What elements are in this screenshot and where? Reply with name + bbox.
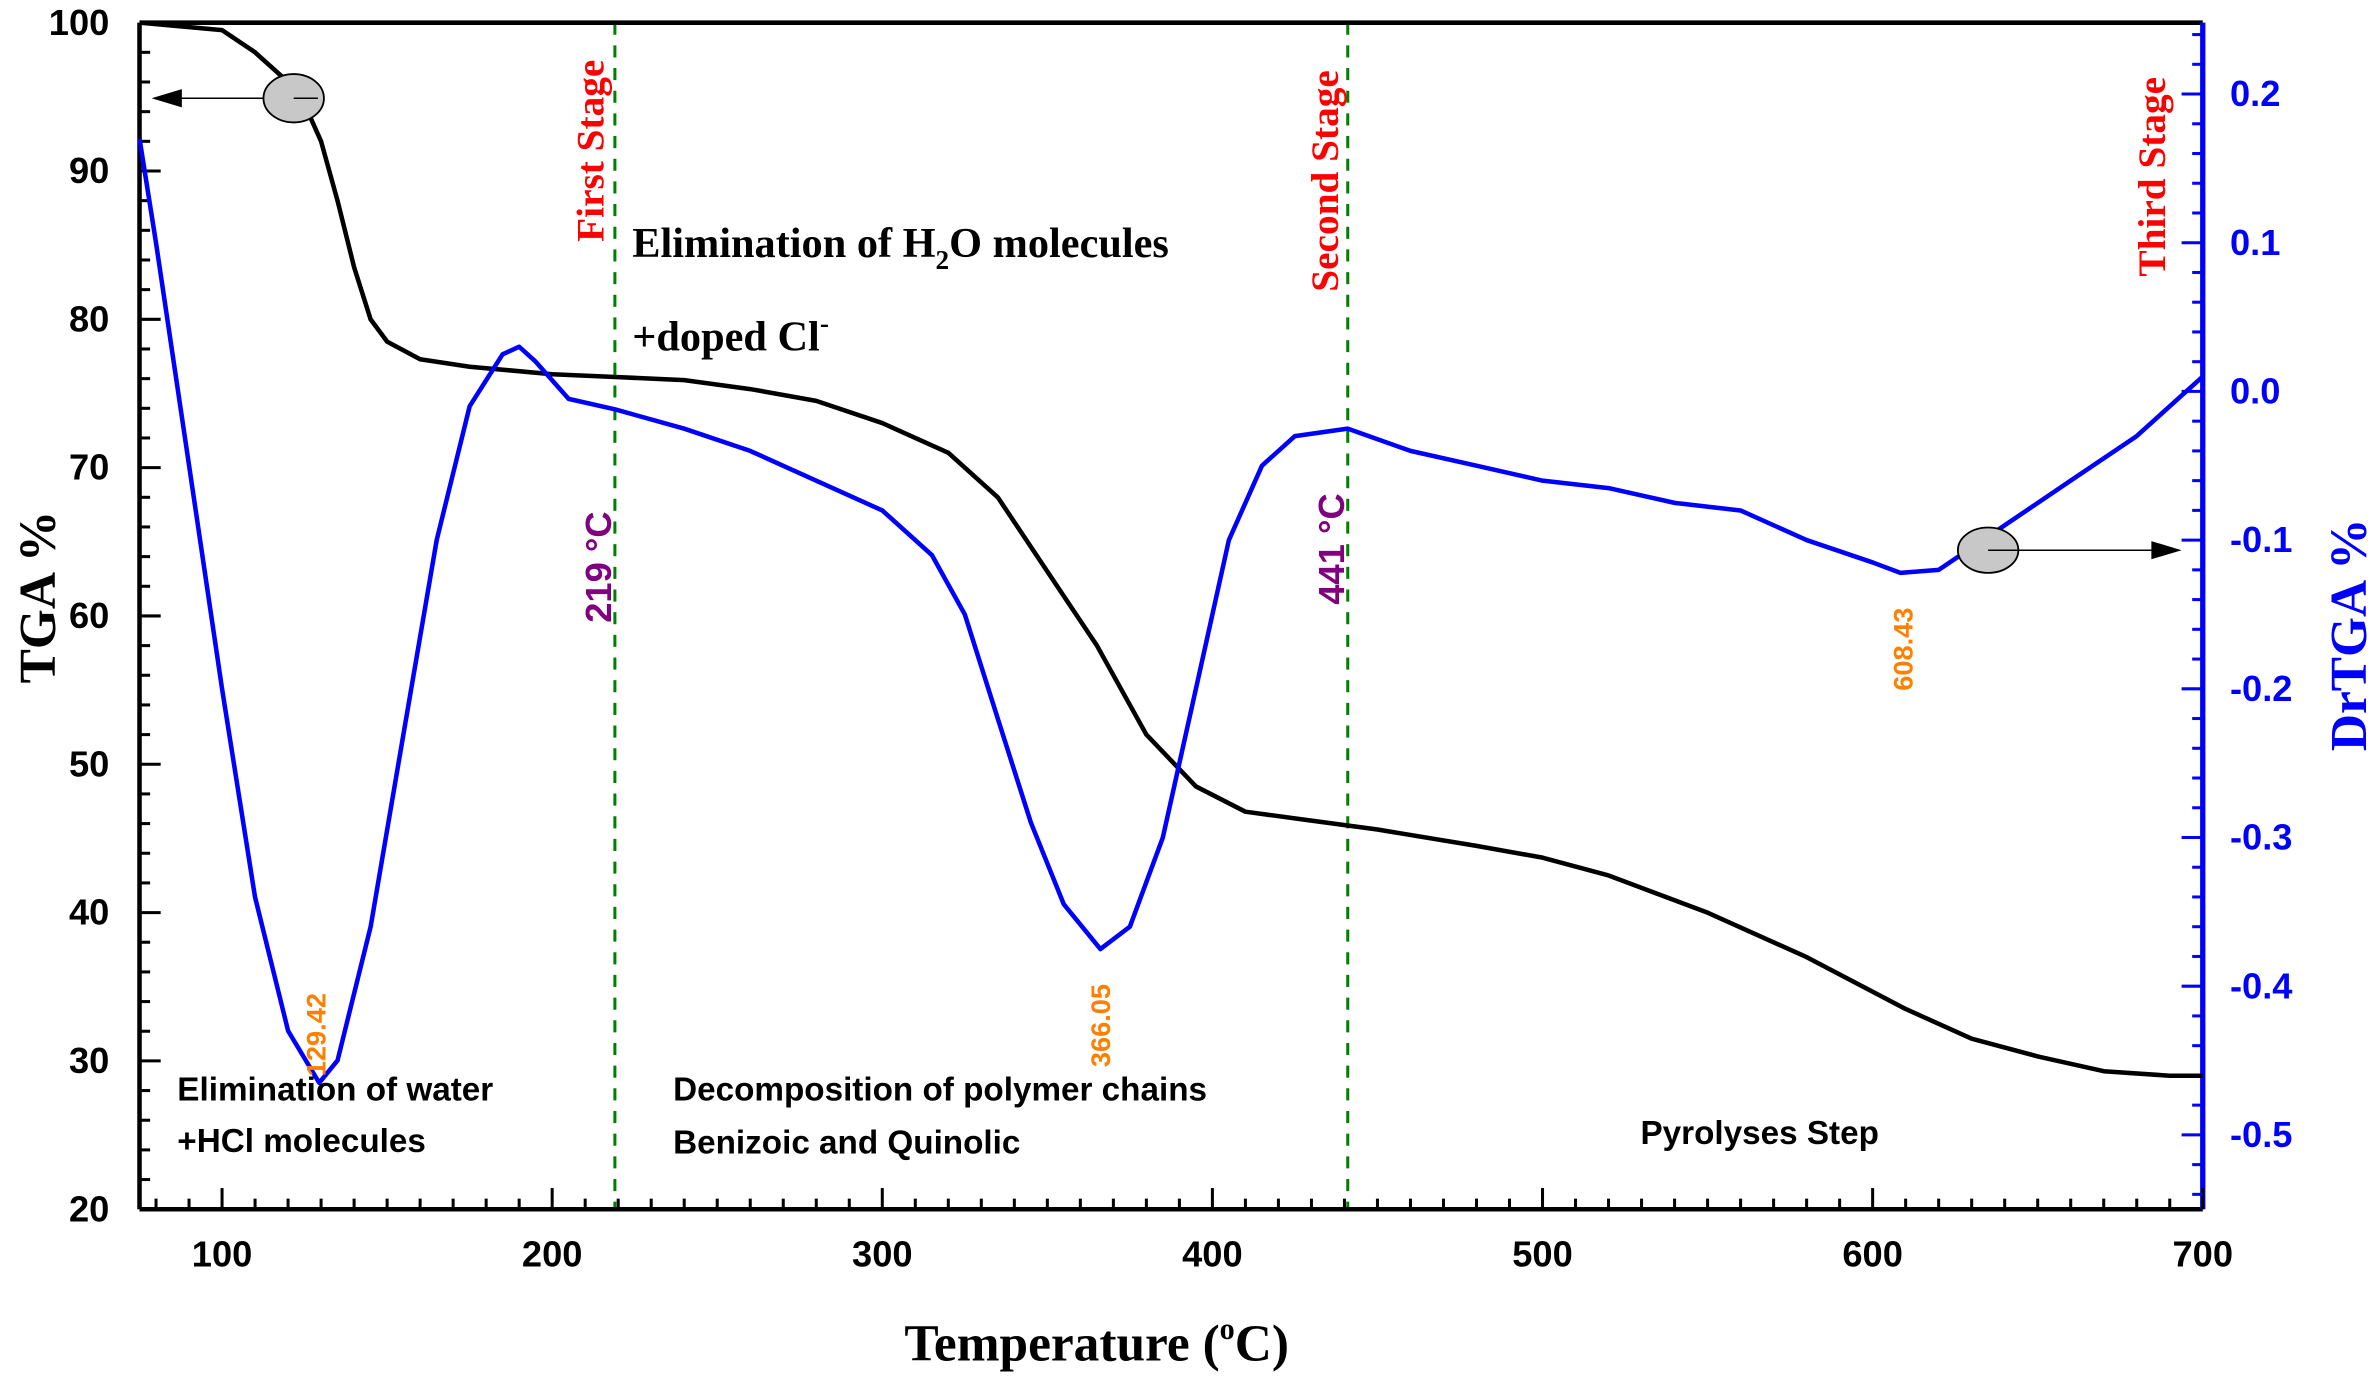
- annotation-h2o: Elimination of H2O molecules: [632, 220, 1169, 275]
- y-left-tick-label: 80: [69, 298, 109, 339]
- annotation-stage3: Pyrolyses Step: [1640, 1115, 1878, 1152]
- peak-label-366: 366.05: [1085, 984, 1116, 1067]
- x-tick-label: 100: [192, 1234, 253, 1275]
- y-right-tick-label: -0.1: [2230, 519, 2293, 560]
- annotation-stage1-line1: Elimination of water: [177, 1071, 493, 1108]
- y-right-tick-label: 0.2: [2230, 73, 2280, 114]
- stage-title-first: First Stage: [570, 60, 613, 242]
- annotation-stage1-line2: +HCl molecules: [177, 1123, 426, 1160]
- drtga-curve: [137, 138, 2205, 1086]
- annotation-doped-cl: +doped Cl-: [632, 309, 829, 361]
- annotation-stage2-line1: Decomposition of polymer chains: [673, 1071, 1207, 1108]
- x-tick-label: 200: [522, 1234, 583, 1275]
- y-right-tick-label: 0.1: [2230, 222, 2280, 263]
- peak-label-608: 608.43: [1888, 608, 1919, 691]
- y-axis-right-title: DrTGA %: [2321, 519, 2371, 752]
- series-group: [137, 20, 2205, 1086]
- y-left-tick-label: 90: [69, 150, 109, 191]
- y-right-tick-label: -0.2: [2230, 668, 2293, 709]
- y-left-tick-label: 70: [69, 447, 109, 488]
- stage-temp-441: 441 °C: [1311, 493, 1352, 604]
- x-tick-label: 500: [1512, 1234, 1573, 1275]
- x-tick-label: 400: [1182, 1234, 1243, 1275]
- y-left-tick-label: 40: [69, 892, 109, 933]
- y-left-tick-label: 20: [69, 1188, 109, 1229]
- y-right-tick-label: 0.0: [2230, 371, 2280, 412]
- y-left-tick-label: 50: [69, 743, 109, 784]
- left-axis-indicator-icon: [151, 73, 325, 124]
- x-tick-label: 600: [1842, 1234, 1903, 1275]
- y-right-tick-label: -0.3: [2230, 817, 2293, 858]
- right-axis-indicator-icon: [1956, 526, 2182, 574]
- y-right-tick-label: -0.5: [2230, 1114, 2293, 1155]
- x-tick-label: 300: [852, 1234, 913, 1275]
- tga-curve: [139, 20, 2203, 1079]
- axis-ticks: 100 200 300 400 500 600 700 20 30 40 50 60 70 80 90 100…: [49, 2, 2293, 1275]
- stage-title-third: Third Stage: [2131, 77, 2174, 277]
- y-left-tick-label: 60: [69, 595, 109, 636]
- y-axis-left-title: TGA %: [10, 511, 67, 684]
- x-tick-label: 700: [2172, 1234, 2233, 1275]
- y-left-tick-label: 30: [69, 1040, 109, 1081]
- stage-temp-219: 219 °C: [578, 511, 619, 622]
- x-axis-title: Temperature (oC): [904, 1312, 1289, 1372]
- stage-title-second: Second Stage: [1304, 70, 1347, 292]
- annotation-stage2-line2: Benizoic and Quinolic: [673, 1124, 1020, 1161]
- y-left-tick-label: 100: [49, 2, 110, 43]
- peak-label-129: 129.42: [300, 993, 331, 1076]
- y-right-tick-label: -0.4: [2230, 965, 2293, 1006]
